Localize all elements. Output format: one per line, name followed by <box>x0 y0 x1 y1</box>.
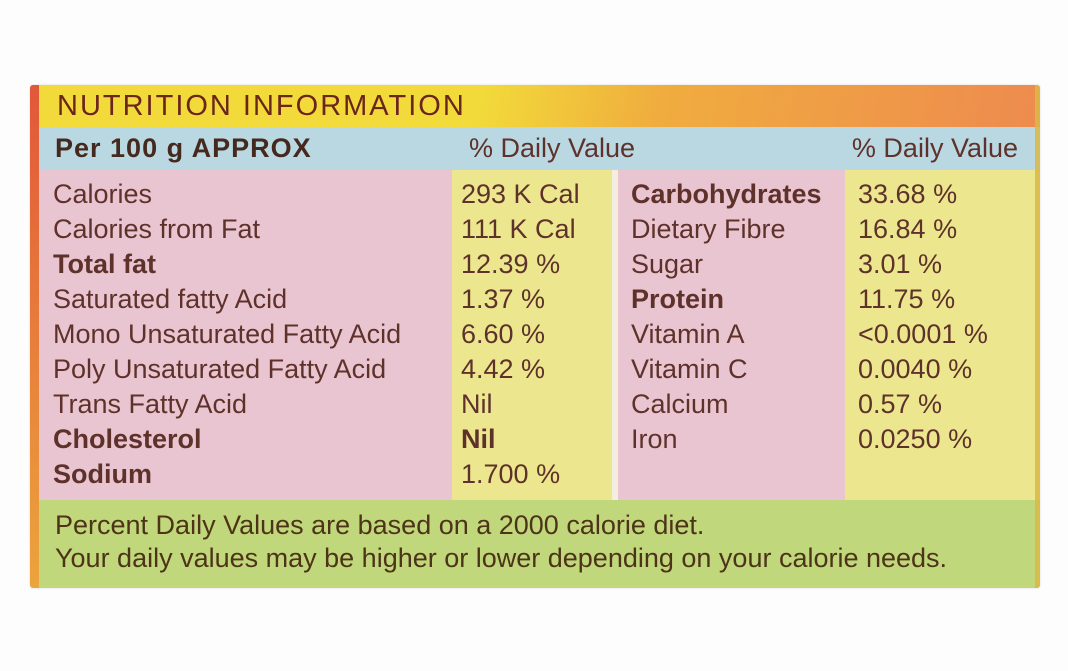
nutrient-value: 11.75 % <box>858 284 956 314</box>
nutrient-label: Dietary Fibre <box>631 214 786 244</box>
table-row: Protein 11.75 % <box>618 282 1040 317</box>
nutrient-label: Vitamin C <box>631 354 748 384</box>
nutrient-label: Iron <box>631 424 678 454</box>
nutrient-value: 1.37 % <box>461 284 546 314</box>
nutrient-label: Protein <box>631 284 725 314</box>
nutrient-value: 0.0040 % <box>858 354 973 384</box>
nutrient-value: <0.0001 % <box>858 319 988 349</box>
nutrient-label: Sugar <box>631 249 704 279</box>
nutrition-table: Calories 293 K Cal Calories from Fat 111… <box>39 170 1040 500</box>
nutrition-label: NUTRITION INFORMATION Per 100 g APPROX %… <box>30 85 1040 588</box>
nutrient-label: Mono Unsaturated Fatty Acid <box>53 319 402 349</box>
nutrient-value: Nil <box>461 389 493 419</box>
label-left-edge-strip <box>30 85 39 588</box>
nutrient-label: Saturated fatty Acid <box>53 284 288 314</box>
nutrient-value: 1.700 % <box>461 459 561 489</box>
column-divider <box>612 170 618 500</box>
nutrient-label: Sodium <box>53 459 152 489</box>
nutrient-value: 0.0250 % <box>858 424 973 454</box>
table-row: Mono Unsaturated Fatty Acid 6.60 % <box>39 317 612 352</box>
table-row: Vitamin A <0.0001 % <box>618 317 1040 352</box>
nutrient-label: Poly Unsaturated Fatty Acid <box>53 354 387 384</box>
nutrient-label: Carbohydrates <box>631 179 822 209</box>
table-row: Calories from Fat 111 K Cal <box>39 212 612 247</box>
table-row: Saturated fatty Acid 1.37 % <box>39 282 612 317</box>
nutrient-value: 12.39 % <box>461 249 561 279</box>
footnote-line-2: Your daily values may be higher or lower… <box>55 543 948 573</box>
table-row: Sodium 1.700 % <box>39 457 612 492</box>
nutrient-label: Calcium <box>631 389 729 419</box>
table-row: Vitamin C 0.0040 % <box>618 352 1040 387</box>
table-row: Iron 0.0250 % <box>618 422 1040 457</box>
table-row: Trans Fatty Acid Nil <box>39 387 612 422</box>
nutrient-value: 33.68 % <box>858 179 958 209</box>
daily-value-header-right: % Daily Value <box>851 133 1018 163</box>
nutrition-table-right-column: Carbohydrates 33.68 % Dietary Fibre 16.8… <box>618 170 1040 500</box>
daily-values-footnote: Percent Daily Values are based on a 2000… <box>39 500 1040 588</box>
table-row: Poly Unsaturated Fatty Acid 4.42 % <box>39 352 612 387</box>
nutrient-value: 0.57 % <box>858 389 943 419</box>
label-right-edge-strip <box>1035 85 1040 588</box>
nutrient-label: Vitamin A <box>631 319 745 349</box>
table-row: Calories 293 K Cal <box>39 177 612 212</box>
nutrient-value: Nil <box>461 424 496 454</box>
footnote-line-1: Percent Daily Values are based on a 2000… <box>55 510 705 540</box>
nutrient-value: 6.60 % <box>461 319 546 349</box>
serving-size-label: Per 100 g APPROX <box>55 133 312 163</box>
table-row: Dietary Fibre 16.84 % <box>618 212 1040 247</box>
table-row: Sugar 3.01 % <box>618 247 1040 282</box>
daily-value-header-left: % Daily Value <box>468 133 636 163</box>
column-header-bar: Per 100 g APPROX % Daily Value % Daily V… <box>39 127 1040 170</box>
nutrition-table-left-column: Calories 293 K Cal Calories from Fat 111… <box>39 170 612 500</box>
nutrient-value: 111 K Cal <box>461 214 576 244</box>
table-row: Cholesterol Nil <box>39 422 612 457</box>
nutrient-label: Total fat <box>53 249 156 279</box>
table-row: Carbohydrates 33.68 % <box>618 177 1040 212</box>
nutrient-value: 293 K Cal <box>461 179 580 209</box>
nutrient-label: Trans Fatty Acid <box>53 389 248 419</box>
page-title: NUTRITION INFORMATION <box>57 89 466 122</box>
nutrient-value: 16.84 % <box>858 214 958 244</box>
table-row: Calcium 0.57 % <box>618 387 1040 422</box>
label-content: NUTRITION INFORMATION Per 100 g APPROX %… <box>39 85 1040 588</box>
nutrient-label: Calories <box>53 179 153 209</box>
nutrient-value: 4.42 % <box>461 354 546 384</box>
table-row: Total fat 12.39 % <box>39 247 612 282</box>
nutrient-label: Calories from Fat <box>53 214 261 244</box>
nutrient-label: Cholesterol <box>53 424 202 454</box>
title-band: NUTRITION INFORMATION <box>39 85 1040 127</box>
nutrient-value: 3.01 % <box>858 249 943 279</box>
